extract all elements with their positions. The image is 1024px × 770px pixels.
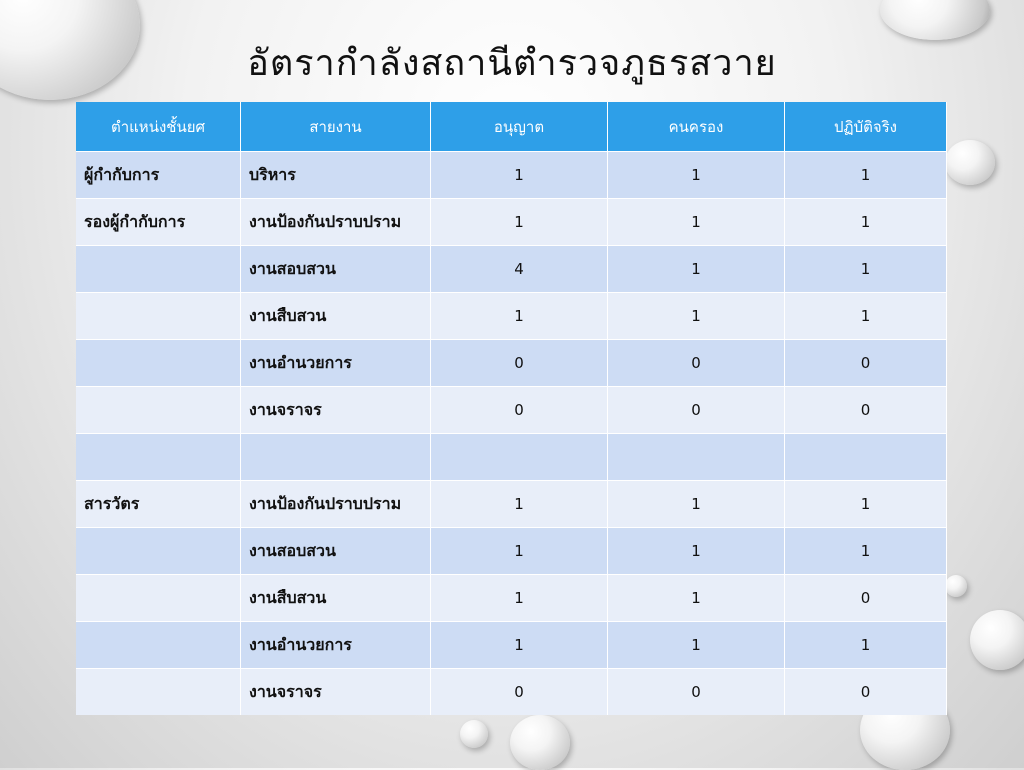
cell-line: งานป้องกันปราบปราม (240, 198, 431, 246)
cell-allowed: 1 (430, 574, 608, 622)
table-row: งานสอบสวน 4 1 1 (76, 245, 947, 293)
cell-line: งานสืบสวน (240, 292, 431, 340)
cell-actual (784, 433, 947, 481)
cell-actual: 1 (784, 245, 947, 293)
cell-allowed: 1 (430, 480, 608, 528)
cell-actual: 0 (784, 574, 947, 622)
water-drop-decoration (945, 140, 995, 185)
water-drop-decoration (945, 575, 967, 597)
water-drop-decoration (460, 720, 488, 748)
slide-title: อัตรากำลังสถานีตำรวจภูธรสวาย (247, 43, 777, 84)
table-row: งานสืบสวน 1 1 1 (76, 292, 947, 340)
cell-rank (76, 292, 241, 340)
table-row: งานสืบสวน 1 1 0 (76, 574, 947, 622)
cell-line: บริหาร (240, 151, 431, 199)
cell-occupied: 1 (607, 480, 785, 528)
cell-allowed: 4 (430, 245, 608, 293)
cell-occupied (607, 433, 785, 481)
cell-actual: 1 (784, 621, 947, 669)
cell-line (240, 433, 431, 481)
header-actual: ปฏิบัติจริง (784, 102, 947, 152)
cell-line: งานจราจร (240, 386, 431, 434)
cell-occupied: 1 (607, 527, 785, 575)
table-row: สารวัตร งานป้องกันปราบปราม 1 1 1 (76, 480, 947, 528)
cell-rank (76, 621, 241, 669)
water-drop-decoration (970, 610, 1024, 670)
cell-allowed: 1 (430, 198, 608, 246)
cell-line: งานอำนวยการ (240, 339, 431, 387)
cell-actual: 1 (784, 292, 947, 340)
table-row: งานจราจร 0 0 0 (76, 386, 947, 434)
cell-allowed (430, 433, 608, 481)
header-rank: ตำแหน่งชั้นยศ (76, 102, 241, 152)
cell-rank (76, 245, 241, 293)
cell-actual: 1 (784, 151, 947, 199)
cell-occupied: 1 (607, 292, 785, 340)
table-header-row: ตำแหน่งชั้นยศ สายงาน อนุญาต คนครอง ปฏิบั… (76, 102, 947, 152)
cell-allowed: 1 (430, 292, 608, 340)
cell-actual: 1 (784, 527, 947, 575)
cell-rank: รองผู้กำกับการ (76, 198, 241, 246)
table-row: งานอำนวยการ 0 0 0 (76, 339, 947, 387)
cell-actual: 1 (784, 480, 947, 528)
cell-actual: 0 (784, 386, 947, 434)
cell-allowed: 0 (430, 668, 608, 715)
table-row (76, 433, 947, 481)
cell-allowed: 1 (430, 621, 608, 669)
table-row: รองผู้กำกับการ งานป้องกันปราบปราม 1 1 1 (76, 198, 947, 246)
cell-actual: 1 (784, 198, 947, 246)
cell-occupied: 1 (607, 574, 785, 622)
header-allowed: อนุญาต (430, 102, 608, 152)
cell-occupied: 0 (607, 386, 785, 434)
table-row: งานสอบสวน 1 1 1 (76, 527, 947, 575)
cell-occupied: 1 (607, 198, 785, 246)
cell-allowed: 1 (430, 527, 608, 575)
cell-line: งานจราจร (240, 668, 431, 715)
cell-rank (76, 574, 241, 622)
cell-actual: 0 (784, 668, 947, 715)
cell-line: งานสืบสวน (240, 574, 431, 622)
header-line: สายงาน (240, 102, 431, 152)
cell-rank: สารวัตร (76, 480, 241, 528)
cell-allowed: 0 (430, 386, 608, 434)
cell-rank: ผู้กำกับการ (76, 151, 241, 199)
cell-actual: 0 (784, 339, 947, 387)
staffing-table: ตำแหน่งชั้นยศ สายงาน อนุญาต คนครอง ปฏิบั… (76, 102, 947, 715)
table-row: งานจราจร 0 0 0 (76, 668, 947, 715)
cell-occupied: 0 (607, 339, 785, 387)
cell-rank (76, 527, 241, 575)
cell-rank (76, 433, 241, 481)
cell-occupied: 1 (607, 151, 785, 199)
header-occupied: คนครอง (607, 102, 785, 152)
water-drop-decoration (510, 715, 570, 770)
cell-occupied: 1 (607, 621, 785, 669)
cell-rank (76, 339, 241, 387)
table-row: งานอำนวยการ 1 1 1 (76, 621, 947, 669)
cell-line: งานป้องกันปราบปราม (240, 480, 431, 528)
table-row: ผู้กำกับการ บริหาร 1 1 1 (76, 151, 947, 199)
cell-rank (76, 386, 241, 434)
cell-rank (76, 668, 241, 715)
cell-occupied: 0 (607, 668, 785, 715)
cell-allowed: 0 (430, 339, 608, 387)
cell-line: งานสอบสวน (240, 527, 431, 575)
cell-allowed: 1 (430, 151, 608, 199)
cell-occupied: 1 (607, 245, 785, 293)
cell-line: งานสอบสวน (240, 245, 431, 293)
cell-line: งานอำนวยการ (240, 621, 431, 669)
